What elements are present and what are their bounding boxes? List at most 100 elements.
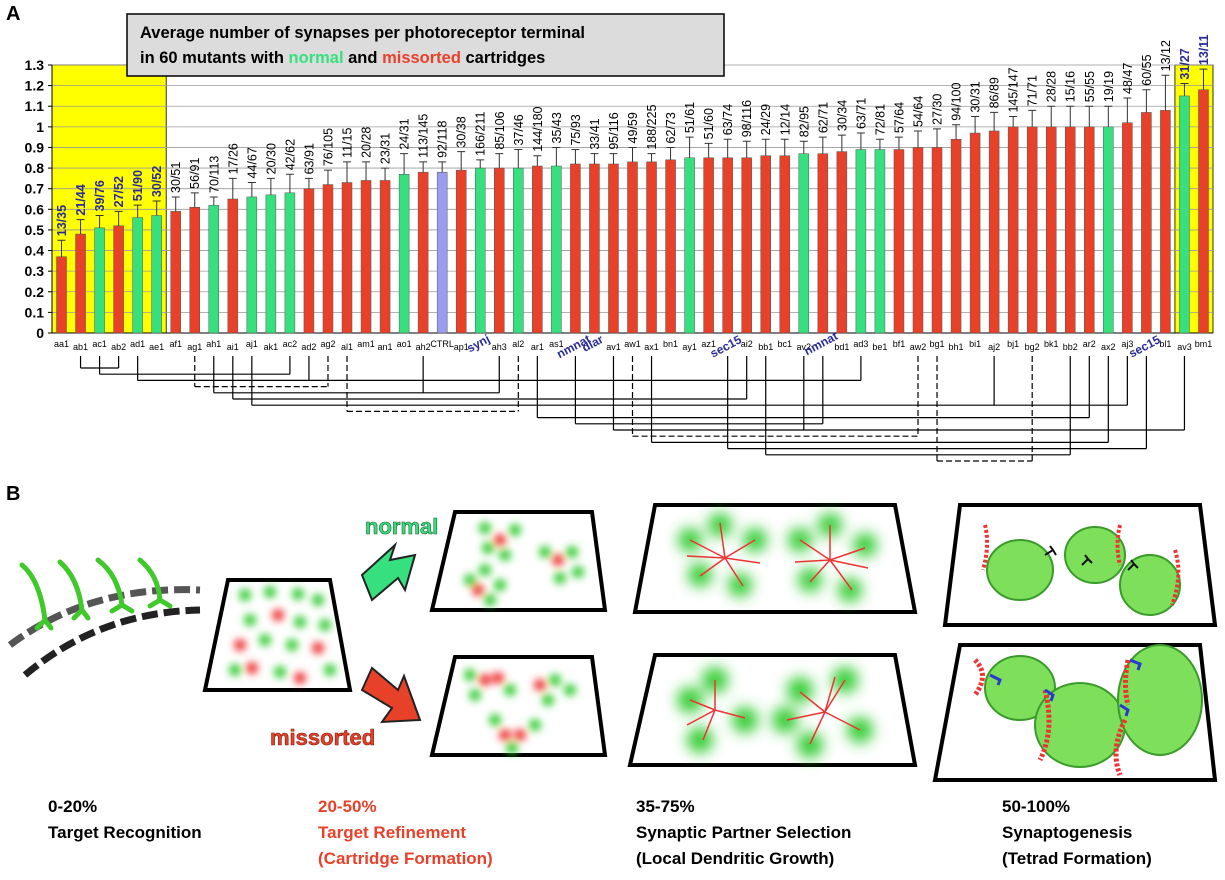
bar-label: 51/60 [702,108,716,139]
x-tick-label: ao1 [397,339,412,349]
x-tick-label: bg2 [1025,342,1040,352]
error-bar [362,161,371,181]
allele-bracket [251,356,1128,406]
bar [189,206,200,334]
bar [1141,112,1152,334]
x-tick-label: ax1 [644,342,659,352]
x-tick-label: al2 [512,339,524,349]
error-bar [1047,105,1056,127]
error-bar [285,173,294,193]
x-tick-label: ab2 [111,342,126,352]
error-bar [171,196,180,212]
error-bar [152,200,161,216]
error-bar [990,111,999,131]
x-tick-label: bm1 [1195,339,1213,349]
x-tick-label: bn1 [663,339,678,349]
bar [684,157,695,334]
bar [1045,126,1057,334]
bar [1084,126,1095,334]
stage-text: Target Refinement [318,823,466,842]
bar [436,171,448,334]
title-line: in 60 mutants with normal and missorted … [140,49,545,67]
bar [1103,126,1114,334]
x-tick-label: aj2 [988,342,1000,352]
bar-label: 21/44 [74,184,88,215]
bar-label: 39/76 [93,180,107,211]
bar [1026,126,1038,334]
bar-label: 48/47 [1121,63,1135,94]
bar [379,180,391,334]
shaded-region [51,64,167,334]
bar [455,169,467,334]
error-bar [571,149,580,164]
bar-label: 166/211 [474,112,488,156]
error-bar [856,132,865,150]
bar-label: 27/30 [931,94,945,125]
bar [1179,95,1190,334]
bar-label: 13/35 [55,205,69,236]
bar-label: 55/55 [1083,71,1097,102]
stage-range: 35-75% [636,797,695,816]
error-bar [343,161,352,183]
bar-label: 24/29 [759,104,773,135]
bar [817,153,829,334]
error-bar [1180,83,1189,96]
bar [1122,122,1133,334]
bar [208,204,220,334]
allele-bracket [612,356,1186,431]
error-bar [818,136,827,154]
bar-label: 44/67 [245,147,259,178]
y-tick-label: 0.8 [25,160,45,176]
bar-label: 113/145 [417,114,431,158]
x-tick-label: bg1 [930,339,945,349]
error-bar [837,134,846,152]
bar [170,211,181,334]
x-tick-label: an1 [378,342,393,352]
y-tick-label: 1 [36,119,44,135]
allele-bracket [213,356,500,394]
x-tick-label: ae1 [149,342,164,352]
bar [265,194,277,334]
allele-bracket [574,356,824,425]
bar [113,225,124,334]
error-bar [1104,105,1113,127]
x-tick-label: bj1 [1007,339,1019,349]
error-bar [247,182,256,197]
bar [836,151,848,334]
error-bar [894,136,903,150]
bar [646,161,657,334]
title-text: cartridges [461,49,545,67]
bar-label: 86/89 [988,77,1002,108]
x-tick-label: synj [464,332,492,356]
bar-label: 30/38 [455,116,469,147]
bar-label: 63/91 [302,143,316,174]
x-tick-label: ah2 [416,342,431,352]
bar [1198,89,1209,334]
bar-label: 33/41 [588,118,602,149]
error-bar [1123,97,1132,123]
bar-label: 13/12 [1159,40,1173,71]
error-bar [57,239,66,257]
bar [322,184,334,334]
x-tick-label: am1 [357,339,375,349]
x-tick-label: be1 [872,342,887,352]
bar-label: 94/100 [950,83,964,121]
bar-label: 11/15 [341,127,355,157]
bar [227,198,239,334]
plane [429,655,608,757]
y-tick-label: 0.2 [25,284,45,300]
plane [632,503,918,614]
allele-bracket [346,356,519,412]
x-tick-label: ax2 [1101,342,1116,352]
error-bar [723,138,732,158]
arrow-missorted [360,666,422,724]
bar-label: 19/19 [1102,71,1116,102]
x-tick-label: ar2 [1083,339,1096,349]
error-bar [875,138,884,150]
x-tick-label: ay1 [682,342,697,352]
bar-label: 12/14 [778,104,792,135]
neurons [7,557,201,678]
error-bar [438,161,447,173]
